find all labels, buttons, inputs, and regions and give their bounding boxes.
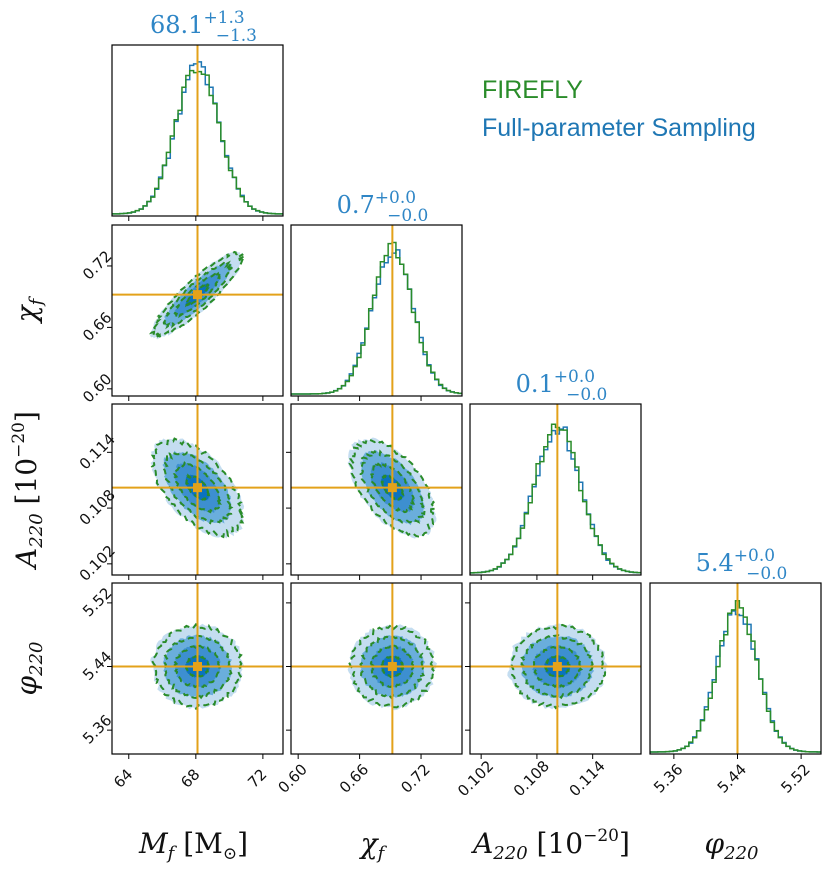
hist-panel-phi220: 5.4+0.0 −0.0 5.36 5.44 5.52 bbox=[649, 546, 822, 797]
panel-frame bbox=[111, 403, 284, 576]
hist-firefly-A220 bbox=[470, 423, 641, 574]
firefly-contour-1 bbox=[148, 250, 246, 339]
panel-frame bbox=[290, 224, 463, 397]
panel-frame bbox=[469, 582, 642, 755]
firefly-contour-2 bbox=[359, 449, 427, 524]
title-phi220: 5.4+0.0 −0.0 bbox=[696, 546, 788, 584]
x-tick-label: 72 bbox=[244, 765, 270, 791]
hist-panel-chi_f: 0.7+0.0 −0.0 bbox=[290, 188, 463, 401]
legend-full-parameter: Full-parameter Sampling bbox=[482, 114, 756, 142]
x-tick-label: 0.60 bbox=[274, 760, 310, 796]
title-Mf: 68.1+1.3 −1.3 bbox=[150, 8, 257, 46]
firefly-contour-4 bbox=[184, 281, 210, 308]
y-axis-label-A220: A220 [10−20] bbox=[9, 411, 47, 571]
hist-panel-Mf: 68.1+1.3 −1.3 bbox=[111, 8, 284, 221]
legend-firefly: FIREFLY bbox=[482, 76, 583, 104]
title-A220: 0.1+0.0 −0.0 bbox=[516, 367, 608, 405]
x-tick-label: 0.108 bbox=[510, 757, 553, 800]
x-tick-label: 5.44 bbox=[714, 760, 750, 796]
panel-frame bbox=[290, 582, 463, 755]
firefly-contour-2 bbox=[359, 634, 426, 700]
y-tick-label: 5.44 bbox=[79, 648, 115, 684]
firefly-contour-3 bbox=[369, 644, 415, 689]
title-chi_f: 0.7+0.0 −0.0 bbox=[337, 188, 429, 226]
panel-frame bbox=[111, 44, 284, 217]
firefly-contour-1 bbox=[150, 622, 244, 711]
truth-marker bbox=[387, 483, 397, 493]
x-tick-label: 68 bbox=[177, 765, 203, 791]
y-tick-label: 0.66 bbox=[79, 309, 115, 345]
y-tick-label: 0.72 bbox=[79, 247, 115, 283]
firefly-contour-2 bbox=[161, 451, 234, 525]
firefly-contour-1 bbox=[510, 623, 607, 710]
x-tick-label: 5.52 bbox=[777, 760, 813, 796]
hist-full-A220 bbox=[470, 426, 641, 574]
firefly-contour-2 bbox=[162, 634, 233, 700]
hist-full-chi_f bbox=[291, 249, 462, 395]
truth-marker bbox=[193, 662, 202, 672]
x-tick-label: 0.114 bbox=[566, 757, 609, 800]
panel-frame bbox=[290, 403, 463, 576]
contour-panel-chi_f-vs-Mf: 0.60 0.66 0.72 bbox=[79, 224, 284, 406]
x-axis-label-chi_f: χf bbox=[359, 827, 388, 864]
firefly-contour-2 bbox=[162, 260, 234, 330]
firefly-contour-3 bbox=[172, 461, 222, 514]
panel-frame bbox=[649, 582, 822, 755]
truth-marker bbox=[552, 662, 562, 672]
panels-layer: 68.1+1.3 −1.3 0.60 0.66 0.72 0.7+0.0 −0.0 0.102… bbox=[9, 8, 822, 864]
x-tick-label: 64 bbox=[110, 765, 136, 791]
x-axis-label-Mf: Mf [M⊙] bbox=[138, 827, 248, 864]
y-tick-label: 5.36 bbox=[79, 711, 115, 747]
y-axis-label-phi220: φ220 bbox=[10, 642, 47, 696]
firefly-contour-4 bbox=[184, 473, 211, 501]
panel-frame bbox=[111, 582, 284, 755]
firefly-contour-3 bbox=[370, 461, 416, 514]
truth-marker bbox=[387, 662, 397, 672]
x-axis-label-A220: A220 [10−20] bbox=[470, 826, 630, 864]
panel-frame bbox=[111, 224, 284, 397]
firefly-contour-1 bbox=[150, 437, 245, 539]
legend: FIREFLY Full-parameter Sampling bbox=[482, 76, 756, 142]
y-tick-label: 5.52 bbox=[79, 584, 115, 620]
panel-frame bbox=[469, 403, 642, 576]
firefly-contour-1 bbox=[348, 438, 437, 538]
firefly-contour-2 bbox=[520, 634, 595, 700]
hist-firefly-phi220 bbox=[650, 600, 821, 753]
y-axis-label-chi_f: χf bbox=[10, 295, 47, 324]
firefly-contour-3 bbox=[173, 644, 221, 689]
truth-marker bbox=[193, 290, 202, 300]
x-tick-label: 0.72 bbox=[397, 760, 433, 796]
contour-panel-phi220-vs-chi_f: 0.60 0.66 0.72 bbox=[274, 582, 463, 797]
contour-panel-phi220-vs-A220: 0.102 0.108 0.114 bbox=[454, 582, 642, 800]
firefly-contour-4 bbox=[380, 655, 405, 679]
x-axis-label-phi220: φ220 bbox=[705, 827, 759, 864]
y-tick-label: 0.60 bbox=[79, 370, 115, 406]
hist-firefly-chi_f bbox=[291, 241, 462, 395]
x-tick-label: 0.66 bbox=[336, 760, 372, 796]
hist-full-phi220 bbox=[650, 610, 821, 753]
contour-panel-A220-vs-chi_f bbox=[286, 403, 463, 580]
x-tick-label: 0.102 bbox=[454, 757, 497, 800]
contour-panel-phi220-vs-Mf: 64 68 72 5.36 5.44 5.52 bbox=[79, 582, 284, 792]
truth-marker bbox=[193, 483, 202, 493]
firefly-contour-1 bbox=[348, 623, 437, 709]
x-tick-label: 5.36 bbox=[650, 760, 686, 796]
hist-panel-A220: 0.1+0.0 −0.0 bbox=[469, 367, 642, 580]
firefly-contour-4 bbox=[380, 474, 405, 501]
firefly-contour-3 bbox=[531, 645, 584, 689]
firefly-contour-3 bbox=[173, 271, 221, 319]
